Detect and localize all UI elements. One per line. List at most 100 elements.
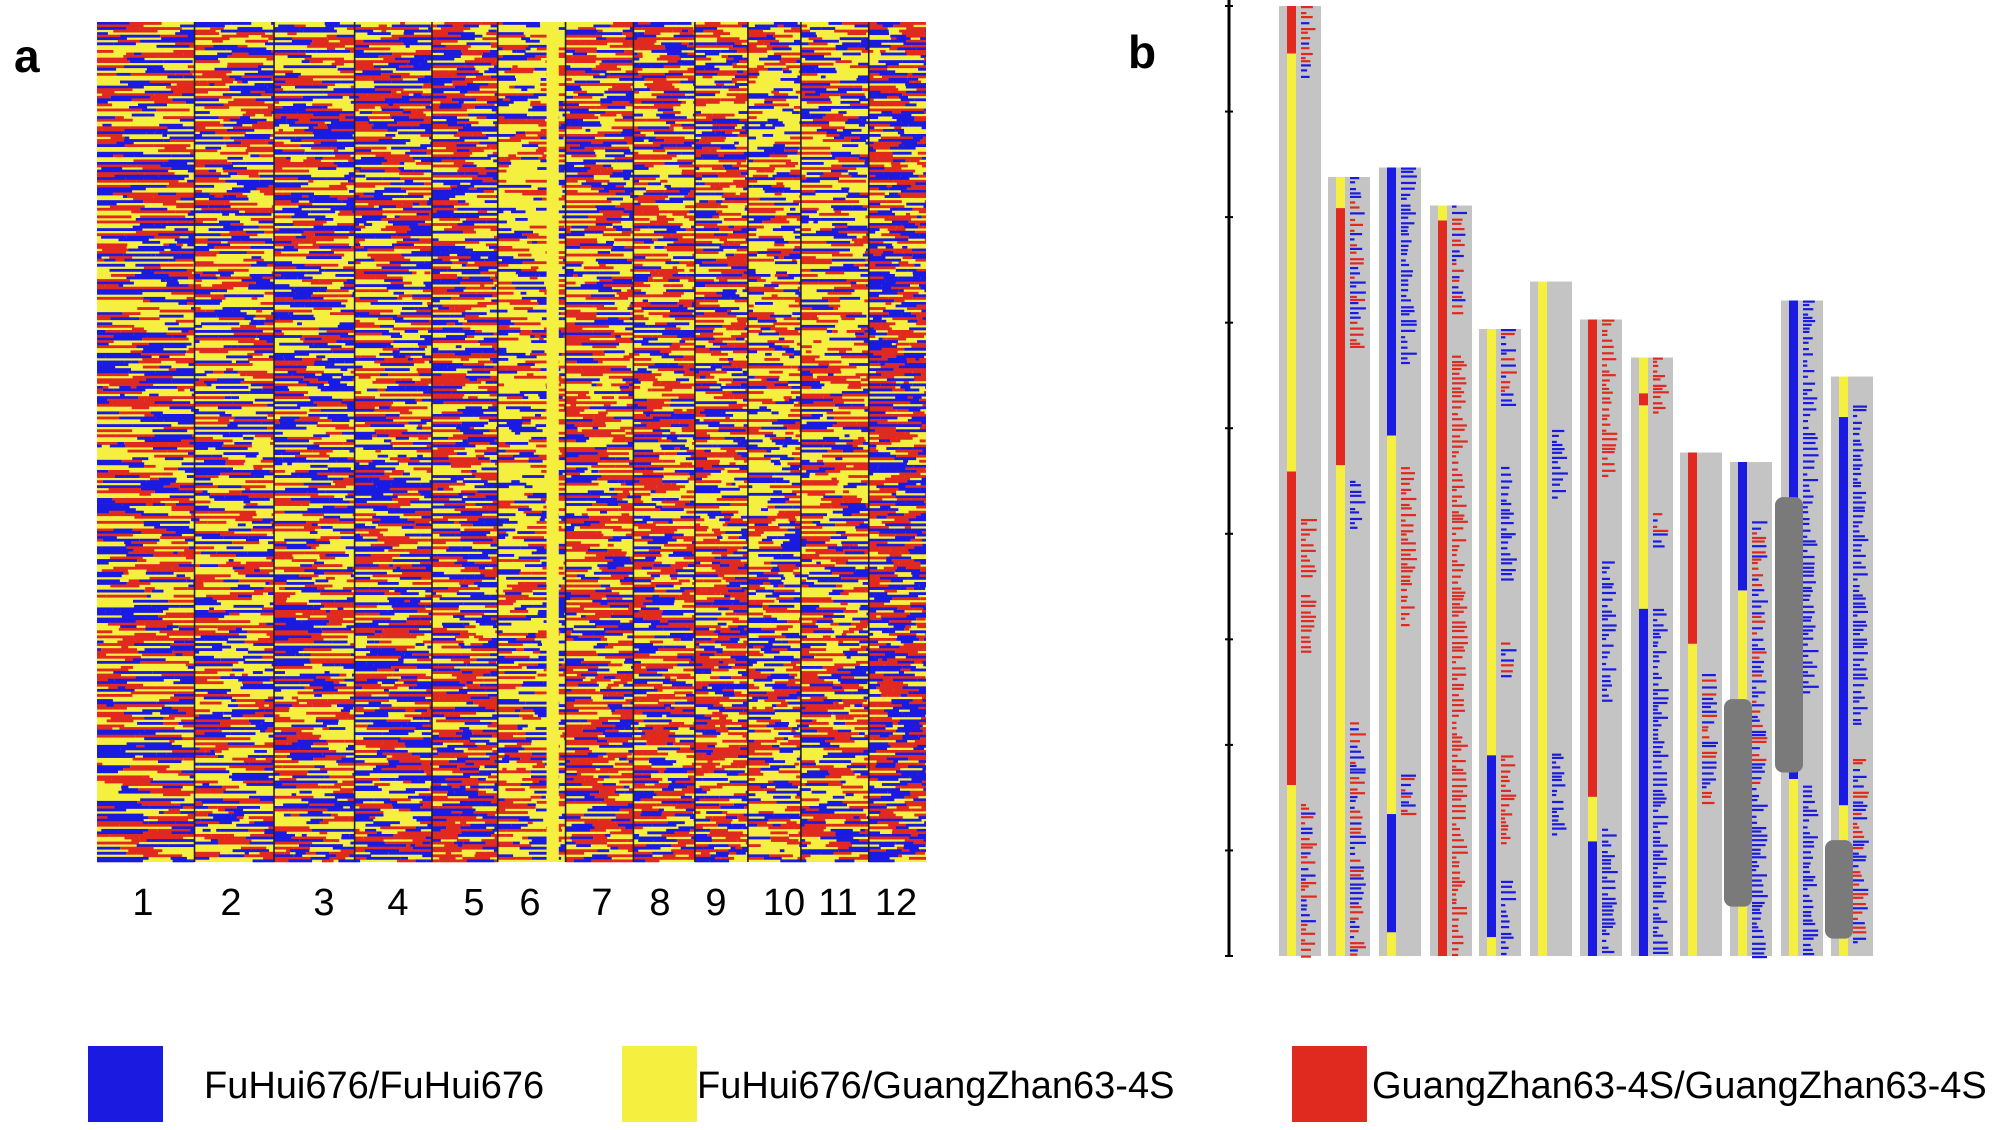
- heatmap-cell: [287, 370, 297, 374]
- heatmap-cell: [511, 480, 520, 484]
- heatmap-cell: [97, 139, 124, 142]
- heatmap-cell: [284, 706, 290, 710]
- heatmap-cell: [458, 200, 466, 204]
- heatmap-cell: [378, 645, 407, 649]
- heatmap-cell: [137, 800, 171, 804]
- heatmap-cell: [274, 149, 283, 153]
- heatmap-cell: [553, 126, 566, 130]
- heatmap-cell: [490, 757, 498, 761]
- heatmap-cell: [211, 296, 226, 300]
- heatmap-cell: [485, 604, 498, 608]
- heatmap-cell: [473, 523, 498, 527]
- heatmap-cell: [366, 388, 378, 392]
- heatmap-cell: [453, 444, 476, 448]
- heatmap-cell: [162, 131, 195, 135]
- heatmap-cell: [332, 151, 355, 155]
- heatmap-cell: [207, 238, 241, 242]
- heatmap-cell: [226, 144, 242, 148]
- heatmap-cell: [454, 635, 469, 639]
- heatmap-cell: [440, 251, 470, 254]
- heatmap-cell: [354, 401, 393, 405]
- heatmap-cell: [300, 737, 306, 741]
- heatmap-cell: [367, 655, 401, 659]
- heatmap-cell: [97, 706, 113, 710]
- heatmap-cell: [274, 755, 287, 758]
- heatmap-cell: [326, 123, 355, 127]
- heatmap-cell: [493, 625, 498, 629]
- heatmap-cell: [108, 470, 130, 473]
- heatmap-cell: [302, 358, 322, 361]
- heatmap-cell: [315, 538, 330, 542]
- heatmap-cell: [497, 546, 521, 550]
- heatmap-cell: [413, 93, 422, 97]
- heatmap-cell: [165, 531, 176, 534]
- heatmap-cell: [253, 643, 275, 646]
- heatmap-cell: [531, 340, 559, 344]
- heatmap-cell: [430, 67, 432, 71]
- heatmap-cell: [286, 156, 291, 160]
- heatmap-cell: [497, 347, 507, 351]
- heatmap-cell: [390, 27, 419, 30]
- heatmap-cell: [330, 207, 355, 211]
- heatmap-cell: [212, 645, 232, 649]
- heatmap-cell: [183, 52, 195, 56]
- heatmap-cell: [397, 442, 413, 445]
- heatmap-cell: [386, 719, 405, 723]
- heatmap-cell: [274, 167, 283, 170]
- heatmap-cell: [557, 653, 566, 657]
- heatmap-cell: [145, 571, 174, 575]
- heatmap-cell: [97, 610, 106, 613]
- heatmap-cell: [365, 612, 380, 616]
- heatmap-cell: [175, 42, 195, 46]
- heatmap-cell: [527, 309, 555, 313]
- heatmap-cell: [486, 100, 498, 104]
- heatmap-cell: [506, 396, 523, 400]
- heatmap-cell: [133, 197, 181, 201]
- heatmap-cell: [370, 668, 378, 672]
- heatmap-cell: [490, 358, 498, 361]
- heatmap-cell: [432, 429, 460, 433]
- heatmap-cell: [349, 806, 355, 809]
- heatmap-cell: [194, 263, 218, 267]
- heatmap-cell: [475, 620, 498, 624]
- heatmap-cell: [228, 811, 234, 814]
- heatmap-cell: [432, 42, 442, 46]
- heatmap-cell: [155, 490, 188, 494]
- heatmap-cell: [231, 50, 243, 53]
- heatmap-cell: [143, 775, 150, 779]
- heatmap-cell: [236, 360, 250, 364]
- heatmap-cell: [240, 90, 251, 94]
- heatmap-cell: [424, 337, 432, 341]
- heatmap-cell: [194, 688, 218, 692]
- heatmap-cell: [105, 355, 152, 359]
- heatmap-cell: [354, 548, 385, 552]
- heatmap-cell: [354, 98, 385, 102]
- heatmap-cell: [432, 767, 460, 771]
- heatmap-cell: [314, 233, 351, 237]
- heatmap-cell: [110, 95, 150, 99]
- heatmap-cell: [128, 248, 165, 252]
- heatmap-cell: [185, 100, 195, 104]
- heatmap-cell: [175, 258, 193, 262]
- heatmap-cell: [152, 671, 195, 674]
- heatmap-cell: [139, 317, 160, 321]
- heatmap-cell: [229, 88, 241, 92]
- heatmap-cell: [395, 436, 409, 440]
- heatmap-cell: [274, 118, 279, 122]
- heatmap-cell: [354, 691, 390, 695]
- heatmap-cell: [130, 184, 167, 188]
- heatmap-cell: [257, 121, 274, 125]
- heatmap-cell: [274, 846, 294, 850]
- heatmap-cell: [180, 253, 195, 257]
- heatmap-cell: [299, 681, 334, 685]
- heatmap-cell: [354, 365, 363, 369]
- heatmap-cell: [354, 169, 360, 173]
- heatmap-cell: [264, 240, 275, 244]
- heatmap-cell: [227, 65, 258, 69]
- heatmap-cell: [432, 360, 453, 364]
- heatmap-cell: [338, 75, 355, 79]
- heatmap-cell: [228, 528, 251, 532]
- heatmap-cell: [264, 55, 274, 58]
- heatmap-cell: [319, 452, 327, 456]
- heatmap-cell: [354, 856, 367, 860]
